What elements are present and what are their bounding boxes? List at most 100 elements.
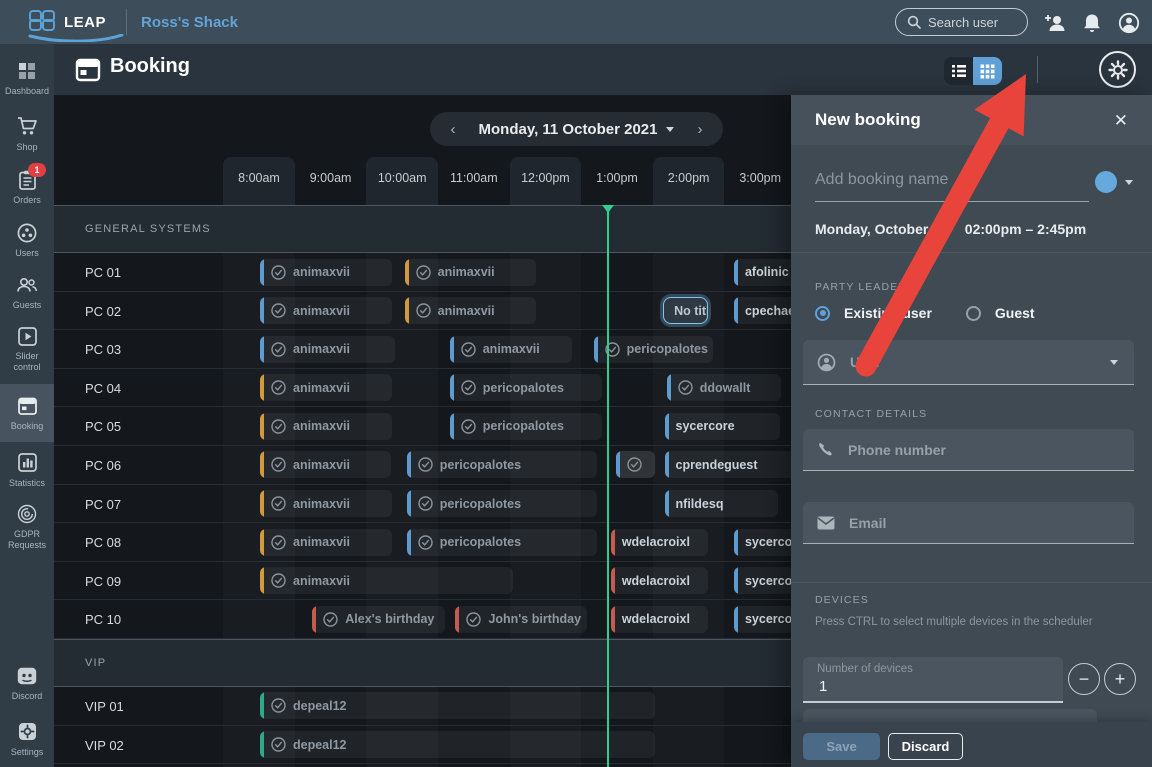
chip-color-bar bbox=[406, 451, 411, 479]
add-user-button[interactable] bbox=[1043, 11, 1067, 35]
booking-chip[interactable]: pericopalotes bbox=[593, 335, 714, 363]
sidebar: Dashboard Shop 1 Orders Users Guests Slider con… bbox=[0, 44, 54, 767]
chip-label: cpechae bbox=[744, 303, 796, 318]
device-label: PC 04 bbox=[85, 380, 122, 396]
scheduler-settings-button[interactable] bbox=[1099, 51, 1136, 88]
booking-chip[interactable]: animaxvii bbox=[449, 335, 573, 363]
booking-chip[interactable]: animaxvii bbox=[260, 335, 395, 363]
notifications-button[interactable] bbox=[1080, 11, 1104, 35]
sidebar-item-users[interactable]: Users bbox=[0, 214, 54, 266]
chip-color-bar bbox=[404, 258, 409, 286]
booking-chip[interactable]: animaxvii bbox=[260, 451, 392, 479]
decrease-devices-button[interactable]: − bbox=[1068, 663, 1100, 695]
booking-chip[interactable]: animaxvii bbox=[404, 297, 536, 325]
email-input[interactable]: Email bbox=[803, 502, 1134, 544]
sidebar-item-settings[interactable]: Settings bbox=[0, 712, 54, 766]
booking-chip[interactable]: pericopalotes bbox=[449, 374, 603, 402]
number-of-devices-field[interactable]: Number of devices bbox=[803, 657, 1063, 703]
scheduler-row-vip-02[interactable]: VIP 02 depeal12 bbox=[54, 726, 1152, 765]
sidebar-item-guests[interactable]: Guests bbox=[0, 266, 54, 318]
booking-chip[interactable]: animaxvii bbox=[404, 258, 536, 286]
booking-chip[interactable]: nfildesq bbox=[664, 490, 778, 518]
sidebar-item-gdpr-requests[interactable]: GDPR Requests bbox=[0, 496, 54, 558]
booking-chip[interactable]: animaxvii bbox=[260, 490, 393, 518]
sidebar-item-slider-control[interactable]: Slider control bbox=[0, 318, 54, 380]
booking-chip[interactable] bbox=[615, 451, 655, 479]
booking-chip[interactable]: Alex's birthday bbox=[312, 605, 446, 633]
booking-chip[interactable]: cprendeguest bbox=[664, 451, 800, 479]
prev-day-button[interactable]: ‹ bbox=[450, 120, 456, 138]
chip-label: animaxvii bbox=[293, 380, 350, 395]
leap-logo-icon bbox=[29, 10, 55, 31]
radio-guest[interactable]: Guest bbox=[965, 305, 1035, 321]
chip-label: No title bbox=[674, 303, 707, 318]
booking-name-input[interactable]: Add booking name bbox=[815, 171, 1089, 202]
shop-icon bbox=[16, 116, 38, 138]
chip-label: pericopalotes bbox=[439, 457, 522, 472]
booking-chip[interactable]: depeal12 bbox=[260, 731, 655, 759]
list-view-button[interactable] bbox=[944, 57, 973, 85]
booking-chip[interactable]: animaxvii bbox=[260, 374, 393, 402]
devices-count-input[interactable] bbox=[817, 677, 1041, 696]
booking-chip[interactable]: wdelacroixl bbox=[610, 567, 708, 595]
booking-chip[interactable]: pericopalotes bbox=[406, 451, 598, 479]
scheduler-row-pc-06[interactable]: PC 06 animaxvii pericopalotes cprendeguest bbox=[54, 446, 1152, 485]
booking-chip[interactable]: John's birthday bbox=[455, 605, 588, 633]
booking-chip[interactable]: pericopalotes bbox=[406, 528, 598, 556]
save-button[interactable]: Save bbox=[803, 733, 880, 760]
chip-label: animaxvii bbox=[293, 265, 350, 279]
sidebar-item-shop[interactable]: Shop bbox=[0, 108, 54, 160]
booking-chip[interactable]: wdelacroixl bbox=[610, 528, 708, 556]
date-navigator: ‹ Monday, 11 October 2021 › bbox=[430, 112, 723, 146]
booking-chip[interactable]: sycercore bbox=[664, 412, 780, 440]
increase-devices-button[interactable]: + bbox=[1104, 663, 1136, 695]
sidebar-item-statistics[interactable]: Statistics bbox=[0, 444, 54, 496]
sidebar-item-discord[interactable]: Discord bbox=[0, 656, 54, 710]
checked-in-icon bbox=[671, 380, 693, 395]
scheduler-row-vip-01[interactable]: VIP 01 depeal12 bbox=[54, 687, 1152, 726]
booking-color-dot[interactable] bbox=[1095, 171, 1117, 193]
sidebar-item-booking[interactable]: Booking bbox=[0, 384, 54, 442]
booking-chip[interactable]: animaxvii bbox=[260, 258, 393, 286]
close-icon[interactable]: ✕ bbox=[1113, 110, 1128, 130]
booking-chip[interactable]: No title bbox=[663, 297, 709, 325]
radio-existing-user[interactable]: Existing user bbox=[815, 305, 932, 321]
sidebar-item-orders[interactable]: 1 Orders bbox=[0, 160, 54, 214]
user-select[interactable]: User bbox=[803, 340, 1134, 385]
booking-chip[interactable]: pericopalotes bbox=[406, 490, 598, 518]
next-day-button[interactable]: › bbox=[697, 120, 703, 138]
time-label: 2:00pm bbox=[667, 171, 710, 185]
leap-logo[interactable]: LEAP bbox=[28, 10, 124, 42]
date-dropdown[interactable]: Monday, 11 October 2021 bbox=[479, 121, 675, 138]
booking-chip[interactable]: animaxvii bbox=[260, 567, 513, 595]
booking-chip[interactable]: pericopalotes bbox=[449, 412, 603, 440]
booking-chip[interactable]: animaxvii bbox=[260, 412, 393, 440]
booking-chip[interactable]: animaxvii bbox=[260, 297, 393, 325]
booking-chip[interactable]: animaxvii bbox=[260, 528, 393, 556]
discard-button[interactable]: Discard bbox=[888, 733, 963, 760]
phone-input[interactable]: Phone number bbox=[803, 429, 1134, 471]
booking-chip[interactable]: ddowallt bbox=[666, 374, 782, 402]
chip-color-bar bbox=[610, 605, 615, 633]
scheduler-row-pc-03[interactable]: PC 03 animaxvii animaxvii pericopalotes bbox=[54, 330, 1152, 369]
chip-label: animaxvii bbox=[293, 303, 350, 318]
color-caret-icon[interactable] bbox=[1125, 180, 1133, 185]
sidebar-item-dashboard[interactable]: Dashboard bbox=[0, 52, 54, 104]
scheduler-row-pc-04[interactable]: PC 04 animaxvii pericopalotes ddowallt bbox=[54, 369, 1152, 408]
search-user-input[interactable]: Search user bbox=[895, 8, 1028, 36]
checked-in-icon bbox=[459, 612, 482, 627]
account-button[interactable] bbox=[1117, 11, 1141, 35]
scheduler-row-pc-02[interactable]: PC 02 animaxvii animaxvii No title cpechae bbox=[54, 292, 1152, 331]
sidebar-item-label: Shop bbox=[16, 141, 38, 152]
chip-label: animaxvii bbox=[293, 342, 350, 357]
chip-label: depeal12 bbox=[293, 698, 347, 713]
grid-view-button[interactable] bbox=[973, 57, 1002, 85]
booking-chip[interactable]: depeal12 bbox=[260, 692, 655, 720]
chip-color-bar bbox=[664, 451, 669, 479]
sidebar-item-label: Statistics bbox=[8, 477, 45, 488]
booking-chip[interactable]: wdelacroixl bbox=[610, 605, 708, 633]
view-toggle bbox=[944, 57, 1002, 85]
guests-icon bbox=[16, 274, 38, 296]
chip-label: Alex's birthday bbox=[345, 612, 435, 627]
user-icon bbox=[817, 353, 836, 371]
